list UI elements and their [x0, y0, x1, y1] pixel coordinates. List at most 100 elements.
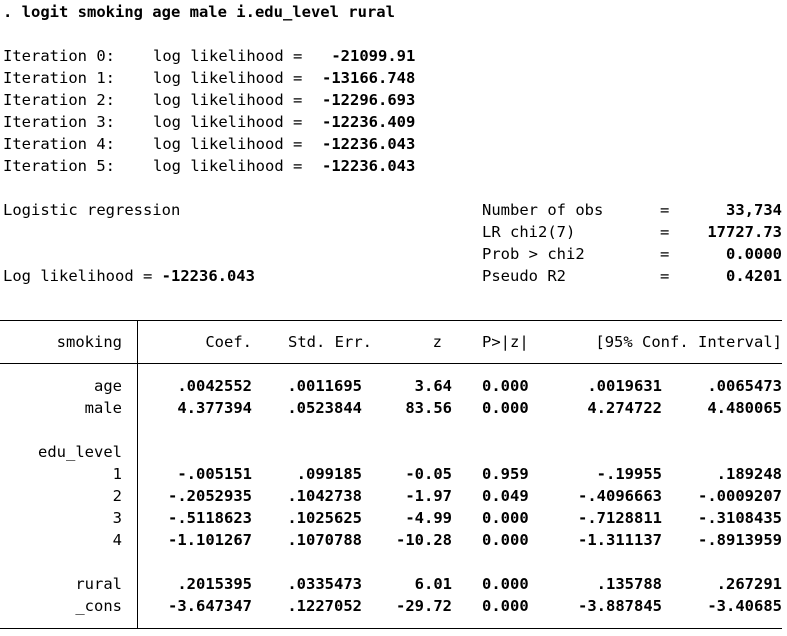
cell-stderr: .1070788: [287, 531, 362, 549]
cell-stderr: .1042738: [287, 487, 362, 505]
cell-ci-low: -.7128811: [578, 509, 662, 527]
cell-ci-high: -3.40685: [707, 597, 782, 615]
cell-stderr: .0523844: [287, 399, 362, 417]
stat-equals: =: [660, 267, 670, 285]
cell-coef: 4.377394: [177, 399, 252, 417]
row-label: _cons: [75, 597, 122, 615]
cell-z: -4.99: [405, 509, 452, 527]
cell-ci-low: -.19955: [596, 465, 662, 483]
cell-coef: -.005151: [177, 465, 252, 483]
cell-pvalue: 0.000: [482, 531, 529, 549]
cell-coef: -3.647347: [168, 597, 252, 615]
iteration-text: log likelihood =: [153, 113, 303, 131]
cell-ci-low: .0019631: [587, 377, 662, 395]
iteration-value: -12296.693: [322, 91, 416, 109]
iteration-text: log likelihood =: [153, 91, 303, 109]
cell-pvalue: 0.000: [482, 597, 529, 615]
iteration-value: -21099.91: [322, 47, 416, 65]
cell-ci-high: .189248: [716, 465, 782, 483]
cell-z: -1.97: [405, 487, 452, 505]
iteration-label: Iteration 0:: [3, 47, 115, 65]
iteration-label: Iteration 5:: [3, 157, 115, 175]
cell-pvalue: 0.000: [482, 377, 529, 395]
cell-ci-high: 4.480065: [707, 399, 782, 417]
cell-ci-high: -.0009207: [698, 487, 782, 505]
group-label: edu_level: [38, 443, 122, 461]
cell-z: -0.05: [405, 465, 452, 483]
row-label: 2: [112, 487, 122, 505]
cell-pvalue: 0.000: [482, 399, 529, 417]
model-title: Logistic regression: [3, 201, 181, 219]
col-header-z: z: [432, 333, 442, 351]
col-header-stderr: Std. Err.: [288, 333, 372, 351]
row-label: 3: [112, 509, 122, 527]
cell-z: -29.72: [396, 597, 452, 615]
cell-coef: .0042552: [177, 377, 252, 395]
loglik-label: Log likelihood =: [3, 267, 153, 285]
cell-ci-low: -1.311137: [578, 531, 662, 549]
iteration-value: -12236.043: [322, 135, 416, 153]
stat-value: 33,734: [726, 201, 782, 219]
cell-coef: -.5118623: [168, 509, 252, 527]
table-header-rule: [0, 363, 782, 364]
cell-coef: -1.101267: [168, 531, 252, 549]
cell-ci-high: -.8913959: [698, 531, 782, 549]
cell-pvalue: 0.959: [482, 465, 529, 483]
cell-z: 6.01: [414, 575, 452, 593]
iteration-label: Iteration 1:: [3, 69, 115, 87]
col-header-coef: Coef.: [205, 333, 252, 351]
row-label: male: [84, 399, 122, 417]
cell-pvalue: 0.000: [482, 509, 529, 527]
cell-ci-low: -3.887845: [578, 597, 662, 615]
row-label: 1: [112, 465, 122, 483]
stat-label: LR chi2(7): [482, 223, 576, 241]
stat-label: Prob > chi2: [482, 245, 585, 263]
iteration-text: log likelihood =: [153, 69, 303, 87]
iteration-text: log likelihood =: [153, 157, 303, 175]
cell-coef: .2015395: [177, 575, 252, 593]
cell-stderr: .099185: [296, 465, 362, 483]
iteration-label: Iteration 3:: [3, 113, 115, 131]
iteration-value: -12236.409: [322, 113, 416, 131]
iteration-text: log likelihood =: [153, 135, 303, 153]
cell-pvalue: 0.000: [482, 575, 529, 593]
cell-pvalue: 0.049: [482, 487, 529, 505]
col-header-pvalue: P>|z|: [482, 333, 529, 351]
cell-stderr: .0011695: [287, 377, 362, 395]
stat-equals: =: [660, 201, 670, 219]
cell-z: -10.28: [396, 531, 452, 549]
table-bottom-rule: [0, 628, 782, 629]
cell-ci-high: .0065473: [707, 377, 782, 395]
table-separator: [137, 320, 138, 629]
iteration-label: Iteration 2:: [3, 91, 115, 109]
cell-ci-high: -.3108435: [698, 509, 782, 527]
cell-z: 3.64: [414, 377, 452, 395]
stat-label: Pseudo R2: [482, 267, 566, 285]
stat-value: 0.4201: [726, 267, 782, 285]
iteration-value: -13166.748: [322, 69, 416, 87]
stat-label: Number of obs: [482, 201, 604, 219]
iteration-value: -12236.043: [322, 157, 416, 175]
row-label: age: [94, 377, 122, 395]
cell-stderr: .1227052: [287, 597, 362, 615]
stat-equals: =: [660, 245, 670, 263]
row-label: rural: [75, 575, 122, 593]
row-label: 4: [112, 531, 122, 549]
stat-equals: =: [660, 223, 670, 241]
iteration-label: Iteration 4:: [3, 135, 115, 153]
stat-value: 0.0000: [726, 245, 782, 263]
cell-ci-low: -.4096663: [578, 487, 662, 505]
cell-stderr: .0335473: [287, 575, 362, 593]
cell-stderr: .1025625: [287, 509, 362, 527]
loglik-value: -12236.043: [161, 267, 255, 285]
cell-ci-low: .135788: [596, 575, 662, 593]
cell-ci-low: 4.274722: [587, 399, 662, 417]
cell-coef: -.2052935: [168, 487, 252, 505]
cell-ci-high: .267291: [716, 575, 782, 593]
depvar-header: smoking: [56, 333, 122, 351]
cell-z: 83.56: [405, 399, 452, 417]
iteration-text: log likelihood =: [153, 47, 303, 65]
stat-value: 17727.73: [707, 223, 782, 241]
loglik-line: Log likelihood = -12236.043: [3, 265, 255, 287]
col-header-ci: [95% Conf. Interval]: [595, 333, 782, 351]
